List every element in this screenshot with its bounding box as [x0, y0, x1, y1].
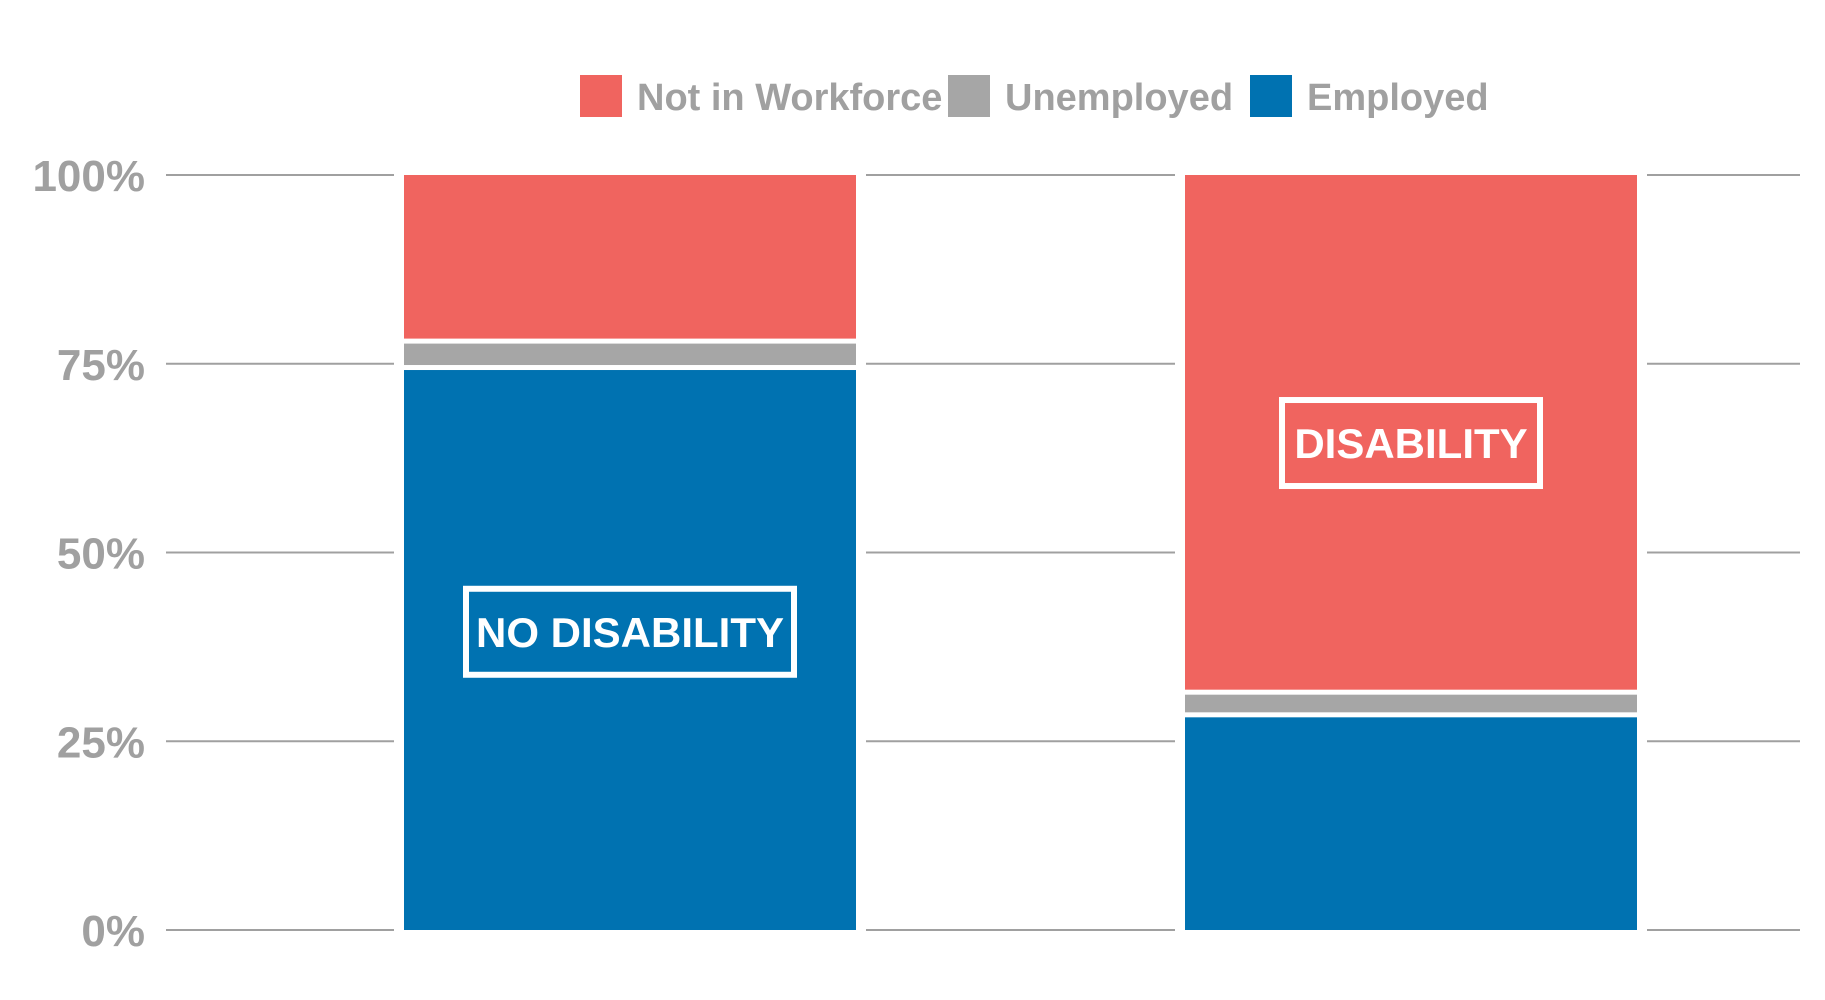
category-label: DISABILITY — [1279, 397, 1543, 490]
y-tick-label: 25% — [57, 718, 145, 767]
bar-segment-unemployed — [404, 343, 856, 366]
legend-swatch — [580, 75, 622, 117]
legend-label: Not in Workforce — [637, 77, 942, 119]
category-label-text: NO DISABILITY — [476, 609, 784, 656]
y-tick-label: 75% — [57, 341, 145, 390]
bars — [394, 173, 1647, 932]
y-tick-label: 100% — [32, 152, 145, 201]
bar-segment-unemployed — [1185, 694, 1637, 713]
legend-swatch — [1250, 75, 1292, 117]
legend-label: Unemployed — [1005, 77, 1233, 119]
legend-item-not-in-workforce: Not in Workforce — [580, 75, 942, 119]
legend: Not in Workforce Unemployed Employed — [580, 75, 1489, 119]
legend-item-employed: Employed — [1250, 75, 1489, 119]
legend-item-unemployed: Unemployed — [948, 75, 1233, 119]
y-tick-label: 0% — [81, 907, 145, 956]
category-labels: NO DISABILITY DISABILITY — [463, 397, 1543, 678]
y-axis: 0% 25% 50% 75% 100% — [32, 152, 145, 956]
category-label-box — [1279, 397, 1543, 490]
bar-segment-not-in-workforce — [1185, 175, 1637, 690]
legend-swatch — [948, 75, 990, 117]
bar-segment-not-in-workforce — [404, 175, 856, 339]
bar-segment-employed — [404, 370, 856, 930]
category-label-text: DISABILITY — [1294, 420, 1527, 467]
category-label-box — [463, 585, 797, 678]
legend-label: Employed — [1307, 77, 1489, 119]
category-label: NO DISABILITY — [463, 585, 797, 678]
bar-segment-employed — [1185, 717, 1637, 930]
y-tick-label: 50% — [57, 530, 145, 579]
